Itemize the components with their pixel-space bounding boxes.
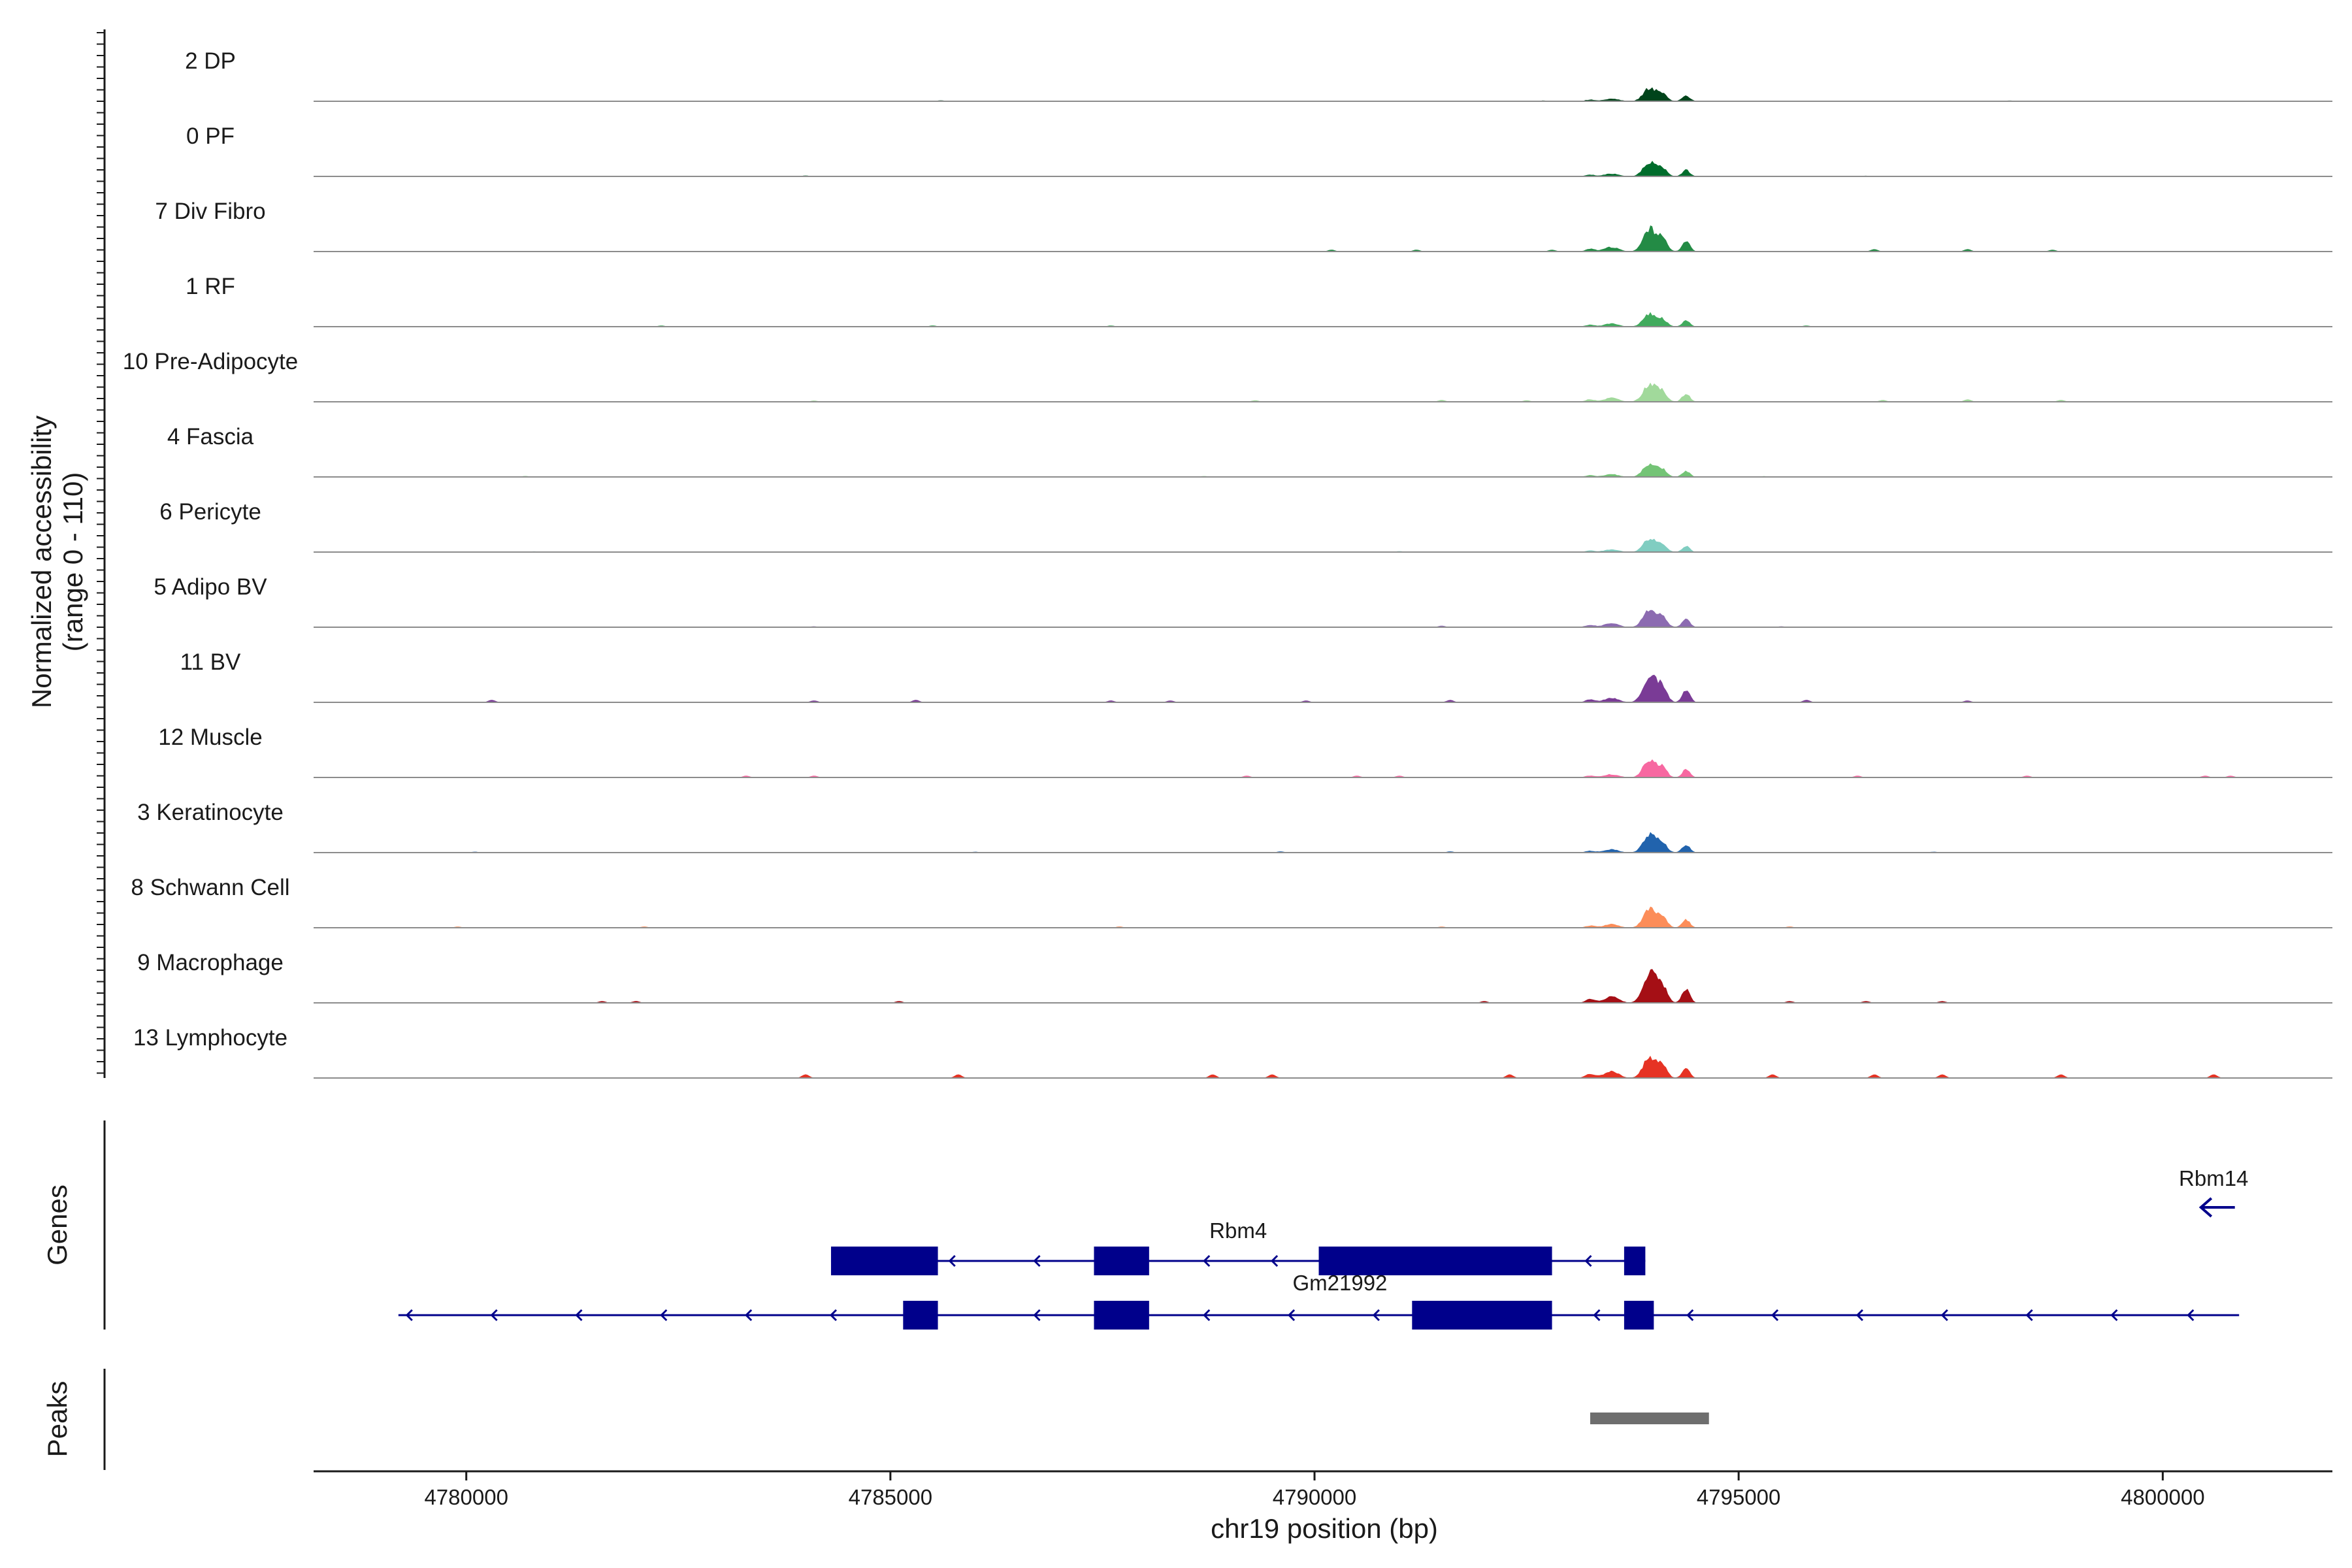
track-label: 2 DP	[185, 48, 236, 74]
peak-range	[1590, 1413, 1709, 1424]
track-label: 0 PF	[186, 123, 235, 149]
strand-chevron	[2025, 1309, 2033, 1322]
track-label: 13 Lymphocyte	[133, 1025, 287, 1051]
genes-panel-label: Genes	[42, 1184, 73, 1266]
strand-chevron	[575, 1309, 583, 1322]
track-10: 3 Keratinocyte	[137, 800, 2332, 853]
peak-ranges	[1590, 1413, 1709, 1424]
gene-Rbm4: Rbm4	[830, 1218, 1646, 1275]
strand-chevron	[660, 1309, 668, 1322]
gene-annotations: Rbm4 Gm21992 Rbm14	[398, 1166, 2248, 1330]
gene-label: Rbm4	[1209, 1218, 1267, 1243]
x-tick-label: 4780000	[424, 1485, 508, 1509]
strand-chevron	[829, 1309, 838, 1322]
strand-chevron	[1033, 1309, 1041, 1322]
gene-label: Rbm14	[2179, 1166, 2248, 1190]
track-label: 5 Adipo BV	[154, 574, 267, 600]
strand-chevron	[1203, 1309, 1211, 1322]
track-label: 8 Schwann Cell	[131, 875, 289, 900]
gene-exon	[1624, 1301, 1654, 1330]
track-label: 9 Macrophage	[137, 950, 284, 975]
strand-chevron	[1287, 1309, 1296, 1322]
track-label: 1 RF	[186, 274, 235, 299]
x-tick-label: 4790000	[1273, 1485, 1356, 1509]
strand-chevron	[1033, 1254, 1041, 1267]
x-tick-label: 4785000	[849, 1485, 932, 1509]
gene-Rbm14: Rbm14	[2179, 1166, 2248, 1218]
gene-exon	[1624, 1247, 1646, 1275]
strand-chevron	[948, 1254, 956, 1267]
strand-chevron	[2110, 1309, 2118, 1322]
strand-chevron	[1584, 1254, 1592, 1267]
strand-chevron	[1686, 1309, 1694, 1322]
gene-exon	[1094, 1247, 1149, 1275]
strand-chevron	[490, 1309, 498, 1322]
strand-chevron	[1940, 1309, 1948, 1322]
strand-chevron	[1372, 1309, 1380, 1322]
strand-chevron	[2187, 1309, 2195, 1322]
track-4: 10 Pre-Adipocyte	[123, 349, 2332, 402]
track-label: 12 Muscle	[158, 725, 263, 750]
y-axis-title: Normalized accessibility	[26, 416, 57, 708]
track-label: 4 Fascia	[167, 424, 254, 449]
y-axis-range: (range 0 - 110)	[57, 472, 88, 652]
track-1: 0 PF	[186, 123, 2332, 177]
track-12: 9 Macrophage	[137, 950, 2332, 1004]
x-tick-label: 4800000	[2121, 1485, 2204, 1509]
x-axis-ticks: 4780000 4785000 4790000 4795000 4800000	[424, 1471, 2205, 1509]
gene-exon	[903, 1301, 938, 1330]
strand-chevron	[405, 1309, 413, 1322]
track-label: 11 BV	[180, 649, 241, 675]
track-6: 6 Pericyte	[159, 499, 2332, 553]
accessibility-y-ticks	[97, 32, 105, 1074]
track-13: 13 Lymphocyte	[133, 1025, 2332, 1079]
track-label: 10 Pre-Adipocyte	[123, 349, 298, 374]
strand-chevron	[745, 1309, 753, 1322]
strand-chevron	[1593, 1309, 1601, 1322]
gene-exon	[1318, 1247, 1552, 1275]
gene-exon	[830, 1247, 938, 1275]
track-7: 5 Adipo BV	[154, 574, 2332, 628]
strand-chevron	[1771, 1309, 1779, 1322]
strand-chevron	[1270, 1254, 1279, 1267]
x-tick-label: 4795000	[1697, 1485, 1780, 1509]
strand-chevron	[1855, 1309, 1864, 1322]
track-9: 12 Muscle	[158, 725, 2332, 778]
gene-arrow-head	[2198, 1197, 2213, 1218]
gene-exon	[1094, 1301, 1149, 1330]
track-2: 7 Div Fibro	[155, 199, 2332, 252]
track-5: 4 Fascia	[167, 424, 2332, 478]
track-label: 6 Pericyte	[159, 499, 261, 525]
track-label: 7 Div Fibro	[155, 199, 265, 224]
gene-exon	[1412, 1301, 1552, 1330]
gene-Gm21992: Gm21992	[398, 1271, 2240, 1330]
peaks-panel-label: Peaks	[42, 1381, 73, 1458]
track-label: 3 Keratinocyte	[137, 800, 284, 825]
track-3: 1 RF	[186, 274, 2332, 327]
gene-label: Gm21992	[1292, 1271, 1387, 1295]
track-8: 11 BV	[180, 649, 2332, 703]
strand-chevron	[1203, 1254, 1211, 1267]
track-0: 2 DP	[185, 48, 2332, 102]
track-11: 8 Schwann Cell	[131, 875, 2332, 928]
x-axis-title: chr19 position (bp)	[1211, 1513, 1438, 1544]
coverage-tracks: 2 DP 0 PF 7 Div Fibro 1 RF 10 Pre-Adipocyte 4…	[123, 48, 2332, 1079]
